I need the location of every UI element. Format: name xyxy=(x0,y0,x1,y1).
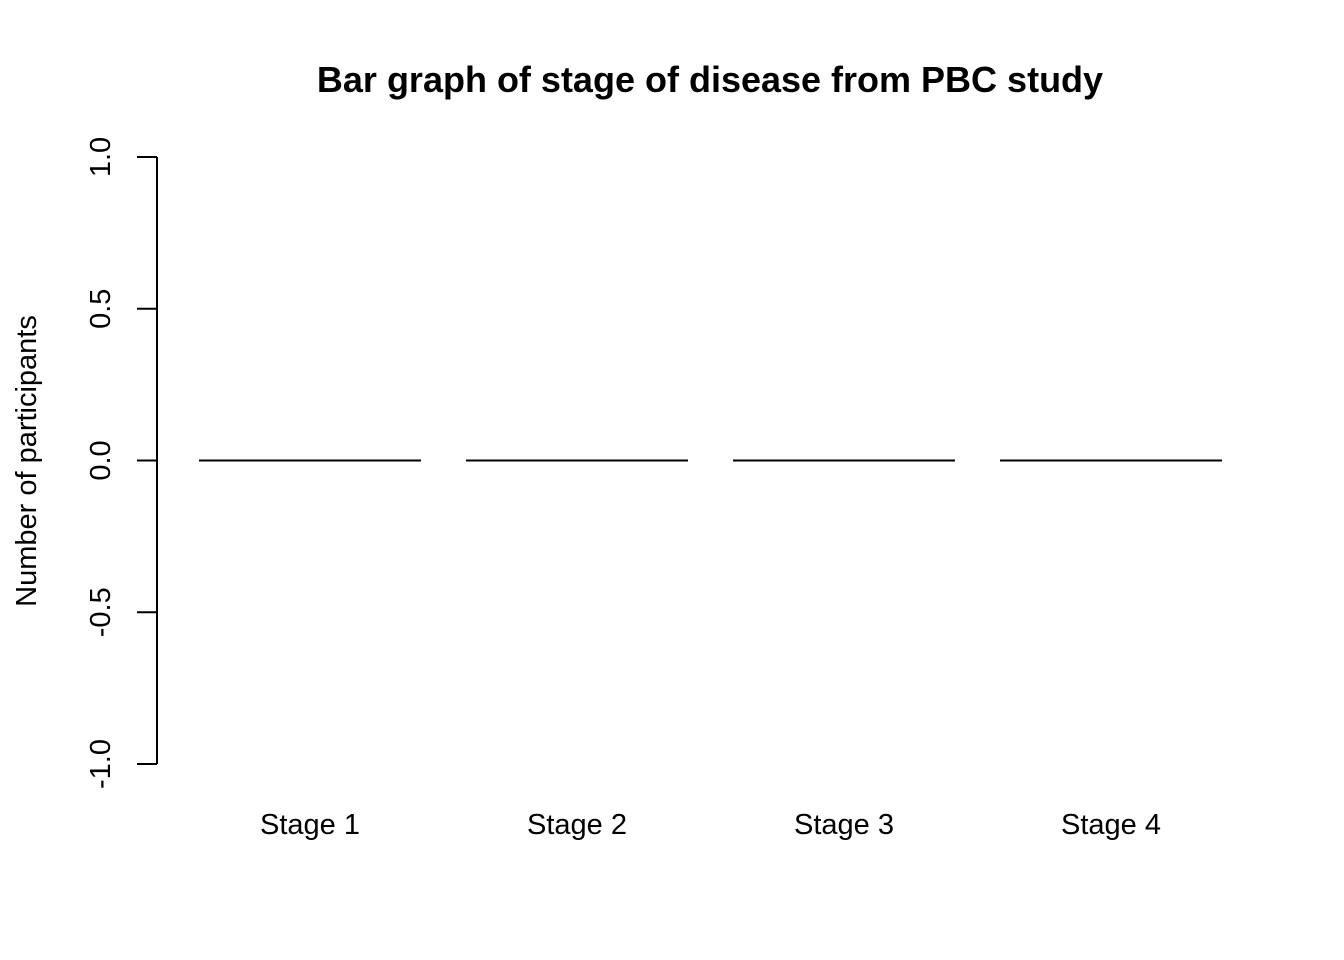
y-tick-label: -0.5 xyxy=(85,587,117,637)
x-category-label: Stage 3 xyxy=(794,809,894,841)
y-tick-label: 0.0 xyxy=(85,440,117,480)
x-category-label: Stage 1 xyxy=(260,809,360,841)
y-axis: -1.0 -0.5 0.0 0.5 1.0 xyxy=(85,137,158,789)
x-category-label: Stage 2 xyxy=(527,809,627,841)
y-axis-label: Number of participants xyxy=(11,315,43,607)
x-axis-labels: Stage 1 Stage 2 Stage 3 Stage 4 xyxy=(260,809,1161,841)
x-category-label: Stage 4 xyxy=(1061,809,1161,841)
chart-title: Bar graph of stage of disease from PBC s… xyxy=(317,59,1103,100)
y-tick-label: 1.0 xyxy=(85,137,117,177)
y-tick-label: -1.0 xyxy=(85,739,117,789)
y-tick-label: 0.5 xyxy=(85,289,117,329)
